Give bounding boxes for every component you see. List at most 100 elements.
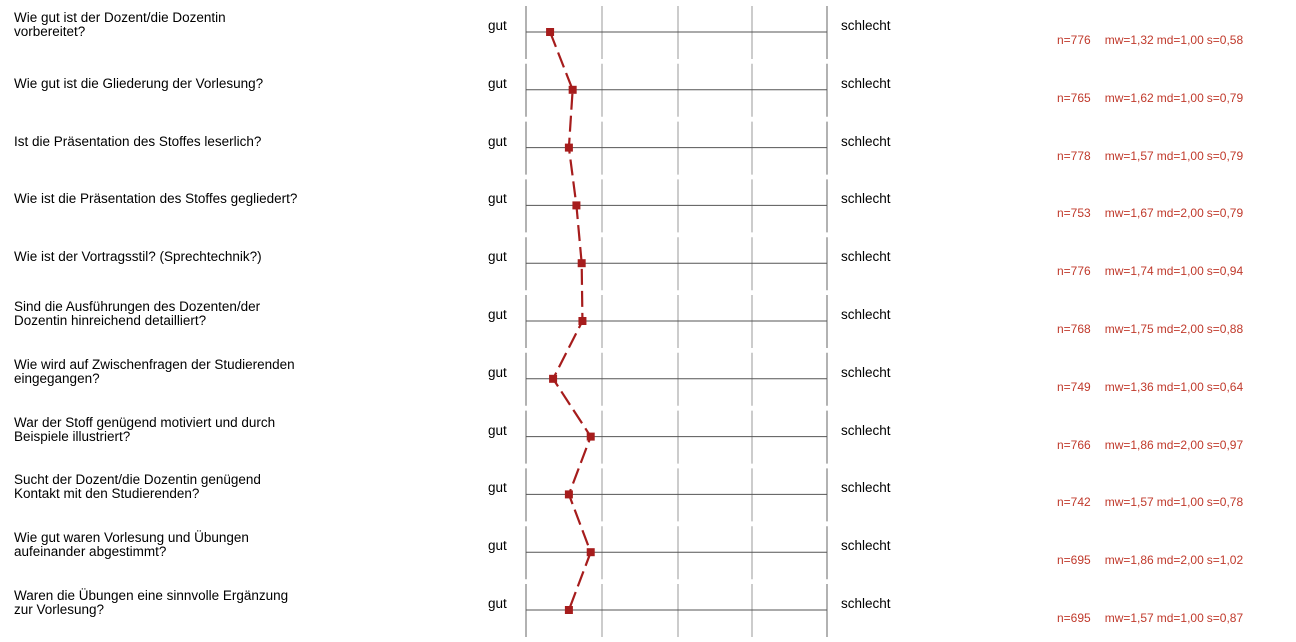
left-pole-label: gut — [488, 191, 507, 207]
stats-line: n=749 mw=1,36 md=1,00 s=0,64 — [1057, 380, 1243, 394]
stat-s: s=1,02 — [1206, 553, 1244, 568]
mean-marker — [549, 374, 558, 383]
mean-marker — [564, 606, 573, 614]
question-text: Wie gut waren Vorlesung und Übungen aufe… — [14, 530, 249, 560]
stat-md: md=1,00 — [1156, 379, 1204, 394]
left-pole-label: gut — [488, 18, 507, 33]
stat-s: s=0,97 — [1206, 437, 1244, 452]
stats-line: n=695 mw=1,86 md=2,00 s=1,02 — [1057, 553, 1243, 567]
left-pole-label: gut — [488, 133, 507, 149]
stat-md: md=1,00 — [1156, 611, 1204, 625]
stat-s: s=0,94 — [1206, 264, 1244, 279]
stat-md: md=1,00 — [1156, 90, 1204, 105]
stat-n: n=753 — [1057, 206, 1091, 221]
stats-line: n=768 mw=1,75 md=2,00 s=0,88 — [1057, 322, 1243, 336]
left-pole-label: gut — [488, 75, 507, 91]
mean-marker — [572, 201, 581, 210]
stat-mw: mw=1,75 — [1104, 322, 1154, 336]
question-text: Waren die Übungen eine sinnvolle Ergänzu… — [14, 588, 289, 617]
left-pole-label: gut — [488, 538, 507, 554]
mean-marker — [568, 85, 577, 94]
stat-n: n=749 — [1057, 379, 1091, 394]
stats-line: n=778 mw=1,57 md=1,00 s=0,79 — [1057, 149, 1243, 163]
stat-md: md=1,00 — [1156, 33, 1204, 47]
stat-s: s=0,78 — [1206, 495, 1244, 510]
right-pole-label: schlecht — [841, 596, 891, 611]
stat-mw: mw=1,57 — [1104, 148, 1154, 163]
question-text: Ist die Präsentation des Stoffes leserli… — [14, 133, 262, 149]
question-text: Wie gut ist der Dozent/die Dozentin vorb… — [14, 10, 226, 39]
stat-n: n=768 — [1057, 322, 1091, 336]
stat-md: md=1,00 — [1156, 495, 1204, 510]
stats-line: n=695 mw=1,57 md=1,00 s=0,87 — [1057, 611, 1243, 625]
stats-line: n=766 mw=1,86 md=2,00 s=0,97 — [1057, 438, 1243, 452]
left-pole-label: gut — [488, 364, 507, 380]
stat-n: n=776 — [1057, 33, 1091, 47]
stat-s: s=0,88 — [1206, 322, 1244, 336]
stat-n: n=766 — [1057, 437, 1091, 452]
left-pole-label: gut — [488, 596, 507, 611]
right-pole-label: schlecht — [841, 480, 891, 496]
stat-md: md=1,00 — [1156, 264, 1204, 279]
stat-mw: mw=1,86 — [1104, 437, 1154, 452]
right-pole-label: schlecht — [841, 307, 891, 322]
stat-mw: mw=1,57 — [1104, 495, 1154, 510]
mean-marker — [564, 490, 573, 499]
right-pole-label: schlecht — [841, 249, 891, 265]
mean-marker — [586, 432, 595, 441]
stat-n: n=742 — [1057, 495, 1091, 510]
question-text: Wie ist der Vortragsstil? (Sprechtechnik… — [14, 249, 262, 265]
right-pole-label: schlecht — [841, 191, 891, 207]
stats-line: n=742 mw=1,57 md=1,00 s=0,78 — [1057, 495, 1243, 509]
stat-md: md=2,00 — [1156, 553, 1204, 568]
stat-mw: mw=1,86 — [1104, 553, 1154, 568]
stat-s: s=0,58 — [1206, 33, 1244, 47]
stat-mw: mw=1,74 — [1104, 264, 1154, 279]
left-pole-label: gut — [488, 422, 507, 438]
stat-n: n=695 — [1057, 611, 1091, 625]
stat-s: s=0,64 — [1206, 379, 1244, 394]
stat-mw: mw=1,36 — [1104, 379, 1154, 394]
question-text: War der Stoff genügend motiviert und dur… — [14, 414, 276, 444]
mean-marker — [564, 143, 573, 152]
left-pole-label: gut — [488, 480, 507, 496]
stat-s: s=0,87 — [1206, 611, 1244, 625]
mean-marker — [577, 259, 586, 268]
left-pole-label: gut — [488, 249, 507, 265]
right-pole-label: schlecht — [841, 538, 891, 554]
stat-md: md=2,00 — [1156, 322, 1204, 336]
stat-md: md=2,00 — [1156, 206, 1204, 221]
right-pole-label: schlecht — [841, 422, 891, 438]
stat-n: n=695 — [1057, 553, 1091, 568]
mean-marker — [546, 28, 555, 36]
stat-mw: mw=1,62 — [1104, 90, 1154, 105]
stat-s: s=0,79 — [1206, 148, 1244, 163]
stat-s: s=0,79 — [1206, 90, 1244, 105]
right-pole-label: schlecht — [841, 75, 891, 91]
stat-md: md=1,00 — [1156, 148, 1204, 163]
stat-mw: mw=1,57 — [1104, 611, 1154, 625]
stat-n: n=765 — [1057, 90, 1091, 105]
mean-marker — [586, 548, 595, 557]
stat-s: s=0,79 — [1206, 206, 1244, 221]
stats-line: n=776 mw=1,74 md=1,00 s=0,94 — [1057, 264, 1243, 278]
stat-mw: mw=1,67 — [1104, 206, 1154, 221]
right-pole-label: schlecht — [841, 133, 891, 149]
stat-md: md=2,00 — [1156, 437, 1204, 452]
stat-mw: mw=1,32 — [1104, 33, 1154, 47]
mean-marker — [578, 317, 587, 325]
left-pole-label: gut — [488, 307, 507, 322]
stats-line: n=776 mw=1,32 md=1,00 s=0,58 — [1057, 33, 1243, 47]
question-text: Wie gut ist die Gliederung der Vorlesung… — [14, 75, 264, 91]
question-text: Wie ist die Präsentation des Stoffes geg… — [14, 191, 298, 207]
right-pole-label: schlecht — [841, 18, 891, 33]
question-text: Wie wird auf Zwischenfragen der Studiere… — [14, 356, 295, 386]
question-text: Sind die Ausführungen des Dozenten/der D… — [14, 299, 261, 328]
question-text: Sucht der Dozent/die Dozentin genügend K… — [14, 472, 261, 502]
right-pole-label: schlecht — [841, 364, 891, 380]
stat-n: n=776 — [1057, 264, 1091, 279]
stat-n: n=778 — [1057, 148, 1091, 163]
stats-line: n=753 mw=1,67 md=2,00 s=0,79 — [1057, 206, 1243, 220]
stats-line: n=765 mw=1,62 md=1,00 s=0,79 — [1057, 91, 1243, 105]
